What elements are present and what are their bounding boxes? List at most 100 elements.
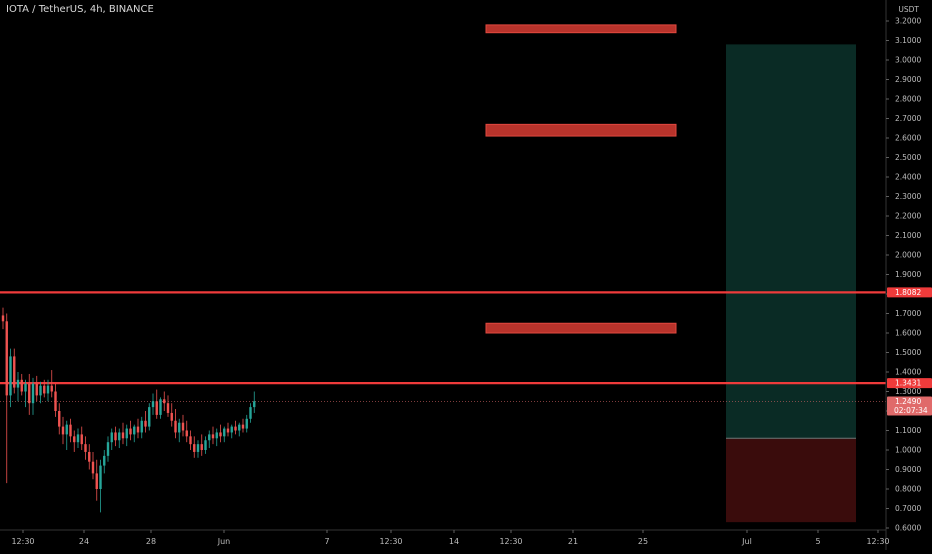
time-tick-label: 24 (79, 537, 89, 546)
time-tick-label: 12:30 (379, 537, 402, 546)
price-tick-label: 2.0000 (895, 251, 921, 260)
candle[interactable] (230, 426, 233, 433)
candle[interactable] (204, 440, 207, 450)
candle[interactable] (181, 422, 185, 431)
candle[interactable] (151, 401, 155, 408)
candle[interactable] (31, 383, 35, 404)
candle[interactable] (166, 403, 170, 413)
candle[interactable] (118, 432, 121, 441)
price-tick-label: 1.4000 (895, 368, 921, 377)
candle[interactable] (103, 455, 106, 466)
candle[interactable] (99, 465, 102, 489)
target-zone[interactable] (485, 123, 677, 137)
price-tick-label: 3.2000 (895, 17, 921, 26)
price-tick-label: 2.4000 (895, 173, 921, 182)
candle[interactable] (58, 411, 61, 427)
candle[interactable] (211, 434, 215, 439)
candle[interactable] (174, 420, 177, 433)
candle[interactable] (16, 379, 20, 388)
candle[interactable] (9, 356, 12, 396)
target-zone[interactable] (485, 24, 677, 34)
candle[interactable] (144, 420, 147, 427)
candle[interactable] (253, 401, 256, 408)
price-tick-label: 2.6000 (895, 134, 921, 143)
price-tick-label: 0.6000 (895, 524, 921, 533)
candle[interactable] (163, 399, 166, 404)
candle[interactable] (91, 461, 95, 474)
candle[interactable] (88, 451, 91, 462)
candle[interactable] (73, 436, 76, 443)
candle[interactable] (65, 424, 68, 435)
time-tick-label: 25 (638, 537, 648, 546)
candle[interactable] (76, 434, 80, 443)
price-badge-label: 1.2490 (895, 397, 921, 406)
candle[interactable] (215, 432, 218, 439)
time-tick-label: 5 (815, 537, 820, 546)
candle[interactable] (95, 473, 98, 489)
candle[interactable] (5, 321, 8, 396)
candle[interactable] (249, 407, 252, 419)
candle[interactable] (114, 432, 117, 441)
candle[interactable] (241, 424, 245, 429)
candle[interactable] (234, 426, 237, 431)
time-tick-label: 14 (449, 537, 459, 546)
candle[interactable] (69, 424, 72, 437)
candle[interactable] (1, 315, 5, 322)
candle[interactable] (178, 422, 181, 433)
candle[interactable] (208, 434, 211, 441)
candle[interactable] (50, 385, 53, 392)
candle[interactable] (46, 385, 50, 394)
candle[interactable] (223, 428, 226, 437)
candle[interactable] (136, 426, 140, 433)
candle[interactable] (43, 385, 46, 394)
candle[interactable] (219, 432, 222, 437)
candle[interactable] (189, 436, 192, 445)
candle[interactable] (193, 444, 196, 452)
time-tick-label: 7 (324, 537, 329, 546)
countdown-label: 02:07:34 (894, 406, 928, 415)
price-tick-label: 2.9000 (895, 75, 921, 84)
candle[interactable] (245, 418, 248, 429)
candle[interactable] (13, 356, 16, 388)
candle[interactable] (54, 391, 57, 412)
candle[interactable] (238, 424, 241, 431)
time-tick-label: 12:30 (866, 537, 889, 546)
price-tick-label: 0.8000 (895, 485, 921, 494)
candle[interactable] (170, 412, 173, 421)
candle[interactable] (106, 442, 110, 456)
candle[interactable] (196, 444, 200, 452)
candle[interactable] (226, 428, 230, 433)
candle[interactable] (200, 444, 203, 450)
price-badge-label: 1.3431 (895, 379, 921, 388)
price-tick-label: 1.5000 (895, 348, 921, 357)
candle[interactable] (61, 426, 65, 435)
price-tick-label: 2.8000 (895, 95, 921, 104)
time-tick-label: Jul (741, 537, 752, 546)
candle[interactable] (80, 434, 83, 445)
candle[interactable] (28, 383, 31, 404)
candle[interactable] (159, 399, 162, 415)
candle[interactable] (20, 379, 23, 392)
candle[interactable] (125, 428, 128, 439)
candle[interactable] (35, 383, 38, 396)
price-tick-label: 1.9000 (895, 270, 921, 279)
candle[interactable] (84, 444, 87, 452)
candle[interactable] (185, 430, 188, 437)
price-tick-label: 0.7000 (895, 504, 921, 513)
candle[interactable] (24, 383, 27, 392)
price-tick-label: 1.1000 (895, 426, 921, 435)
candle[interactable] (155, 401, 158, 415)
candle[interactable] (110, 432, 113, 443)
loss-zone[interactable] (726, 438, 856, 523)
price-tick-label: 1.7000 (895, 309, 921, 318)
candle[interactable] (121, 432, 125, 439)
candle[interactable] (129, 428, 132, 435)
target-zone[interactable] (485, 322, 677, 334)
candle[interactable] (39, 385, 42, 396)
candle[interactable] (140, 420, 143, 433)
candle[interactable] (148, 407, 151, 427)
profit-zone[interactable] (726, 44, 856, 439)
candle[interactable] (133, 426, 136, 435)
